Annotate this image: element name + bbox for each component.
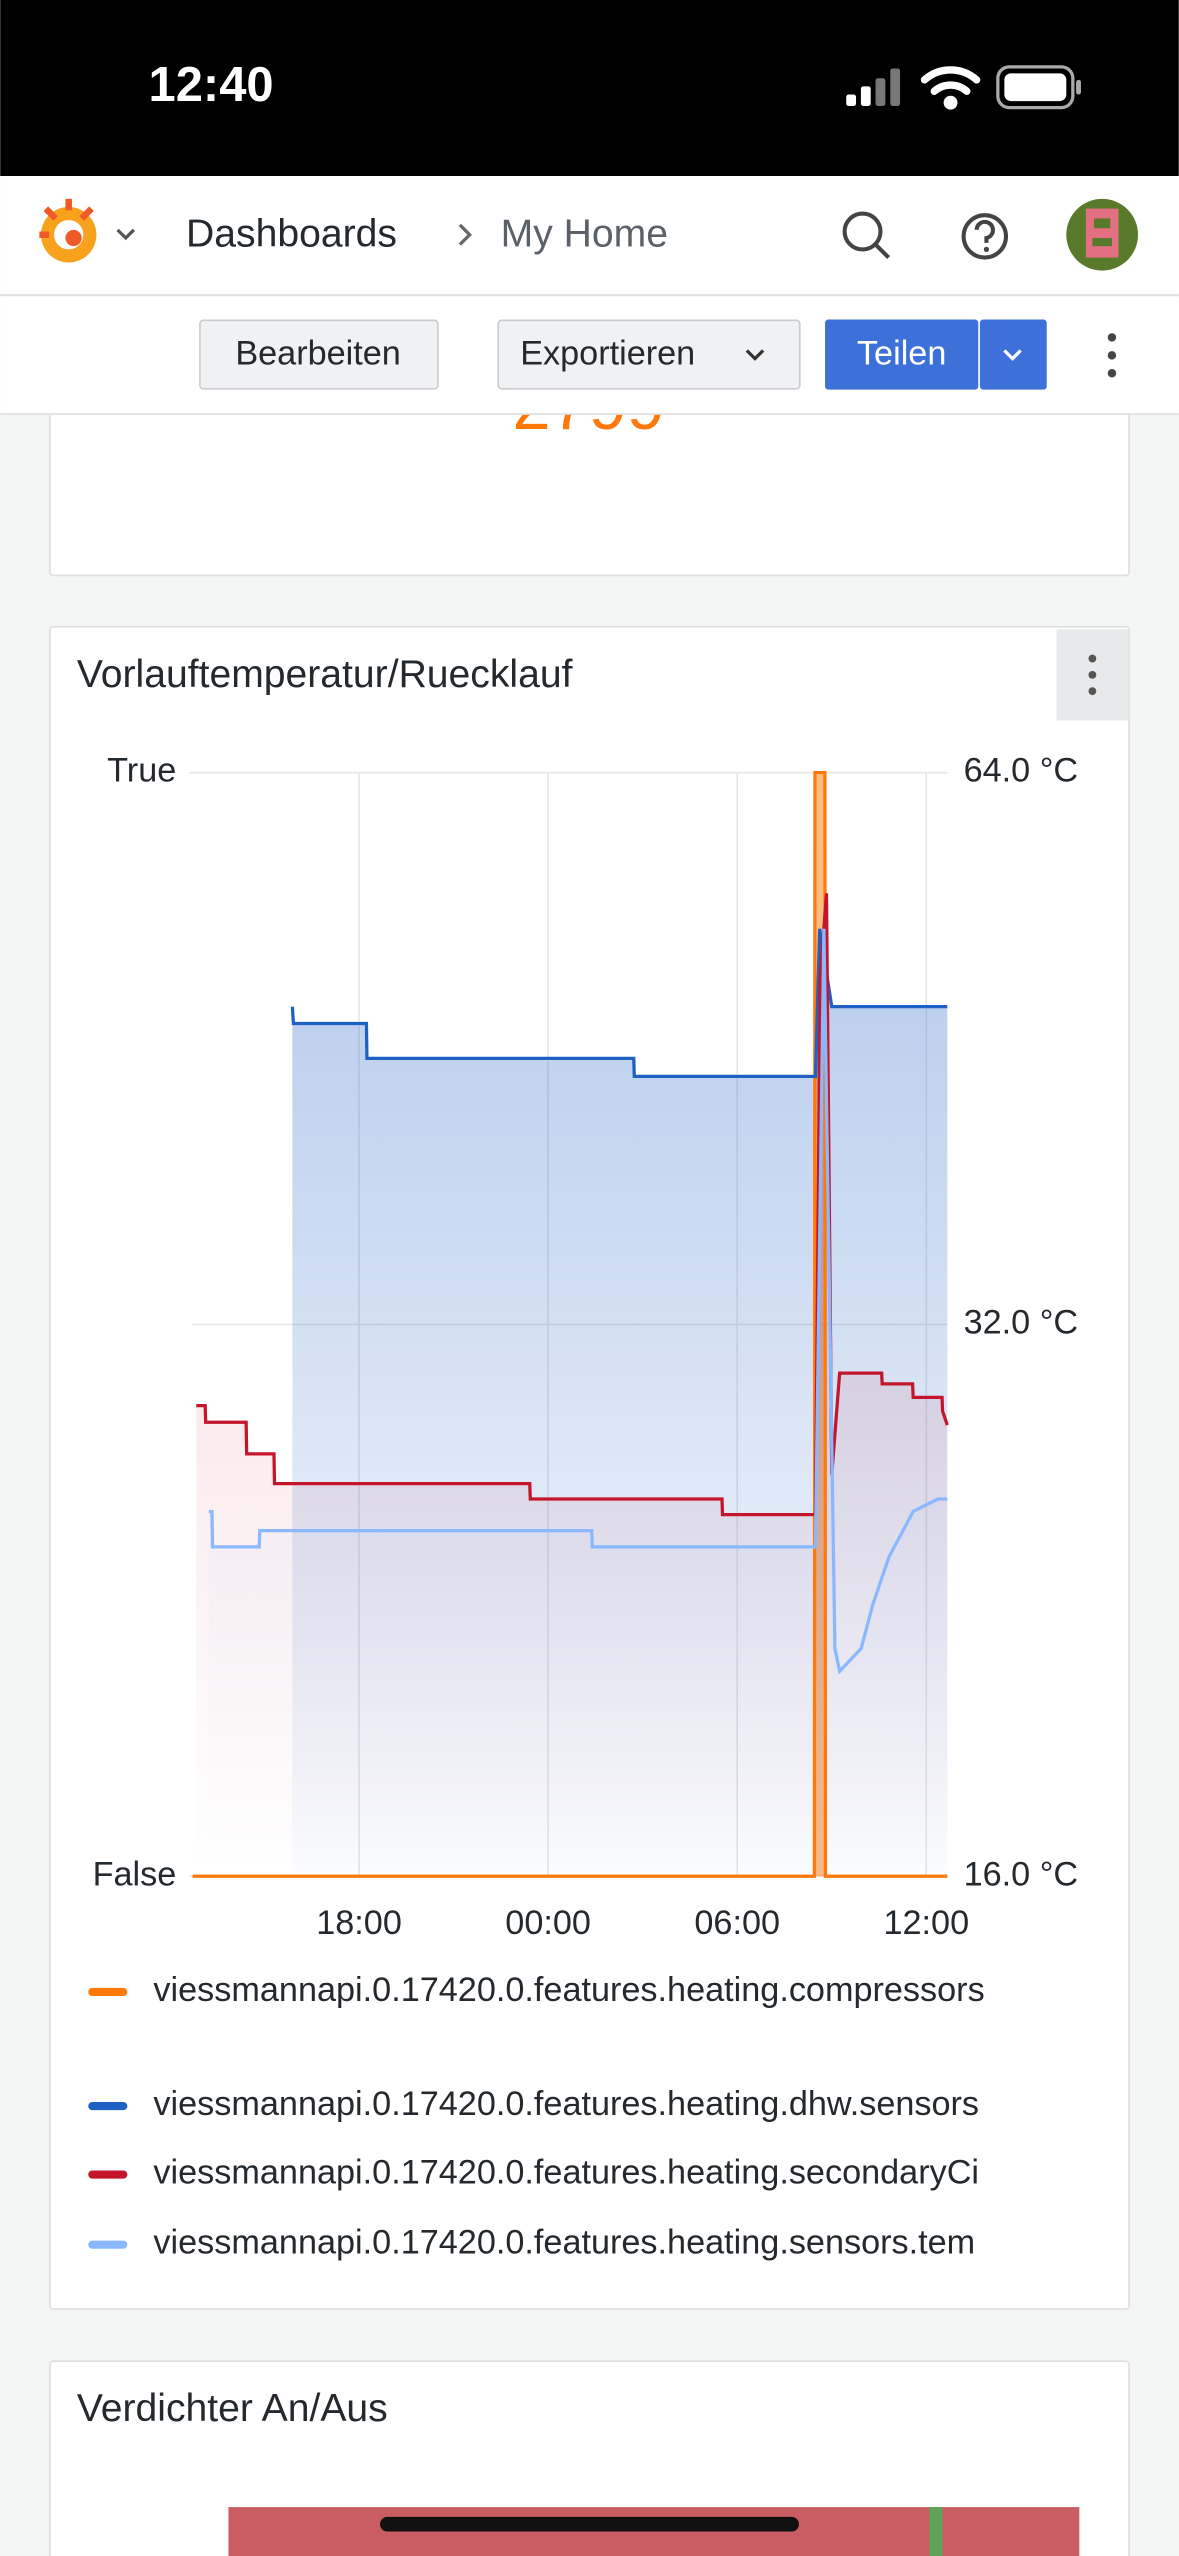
- grafana-logo[interactable]: [39, 198, 97, 263]
- x-tick-label: 12:00: [883, 1904, 969, 1942]
- share-dropdown[interactable]: [979, 319, 1047, 390]
- legend-swatch: [88, 2170, 128, 2179]
- legend-label: viessmannapi.0.17420.0.features.heating.…: [153, 1971, 984, 2009]
- chevron: [745, 349, 765, 361]
- nav-bar: [0, 176, 1179, 296]
- x-tick-label: 06:00: [694, 1904, 780, 1942]
- area: [208, 928, 948, 1877]
- line: [192, 771, 948, 1878]
- home-indicator: [380, 2516, 799, 2532]
- more-icon[interactable]: [1107, 333, 1117, 378]
- button-label: Teilen: [857, 334, 946, 372]
- panel-title: Verdichter An/Aus: [77, 2387, 388, 2430]
- x-tick-label: 18:00: [316, 1904, 402, 1942]
- help-icon[interactable]: [961, 213, 1009, 260]
- legend-label: viessmannapi.0.17420.0.features.heating.…: [153, 2085, 979, 2123]
- legend: viessmannapi.0.17420.0.features.heating.…: [88, 1971, 985, 2262]
- search-icon[interactable]: [842, 211, 891, 259]
- chevron: [116, 228, 136, 241]
- legend-swatch: [88, 2240, 128, 2249]
- wifi-icon: [920, 66, 981, 110]
- avatar[interactable]: [1066, 198, 1139, 271]
- y2-tick-label: 64.0 °C: [964, 752, 1079, 790]
- status-bar: [0, 0, 1179, 177]
- chart: 64.0 °C 32.0 °C 16.0 °C True False 18:00 00:00…: [88, 752, 1078, 2262]
- chevron: [1003, 349, 1022, 361]
- export-button[interactable]: [497, 319, 801, 390]
- button-label: Exportieren: [520, 334, 695, 372]
- y-tick-label: True: [107, 752, 176, 790]
- x-tick-label: 00:00: [505, 1904, 591, 1942]
- battery-icon: [996, 65, 1081, 110]
- state-bar-on: [929, 2507, 943, 2556]
- breadcrumb[interactable]: My Home: [501, 213, 668, 256]
- button-label: Bearbeiten: [235, 334, 401, 372]
- breadcrumb[interactable]: Dashboards: [186, 213, 397, 256]
- status-time: 12:40: [149, 58, 274, 112]
- breadcrumb-separator: [458, 223, 472, 246]
- legend-swatch: [88, 1987, 128, 1997]
- panel-title: Vorlauftemperatur/Ruecklauf: [77, 653, 573, 696]
- share-button[interactable]: [825, 319, 979, 390]
- y-tick-label: False: [93, 1855, 177, 1893]
- signal-icon: [846, 68, 901, 106]
- legend-label: viessmannapi.0.17420.0.features.heating.…: [153, 2154, 979, 2192]
- legend-swatch: [88, 2102, 128, 2111]
- line: [208, 928, 948, 1675]
- edit-button[interactable]: [199, 319, 439, 390]
- y2-tick-label: 16.0 °C: [964, 1855, 1079, 1893]
- legend-label: viessmannapi.0.17420.0.features.heating.…: [153, 2224, 975, 2262]
- panel-menu-icon: [1088, 654, 1097, 696]
- y2-tick-label: 32.0 °C: [964, 1304, 1079, 1342]
